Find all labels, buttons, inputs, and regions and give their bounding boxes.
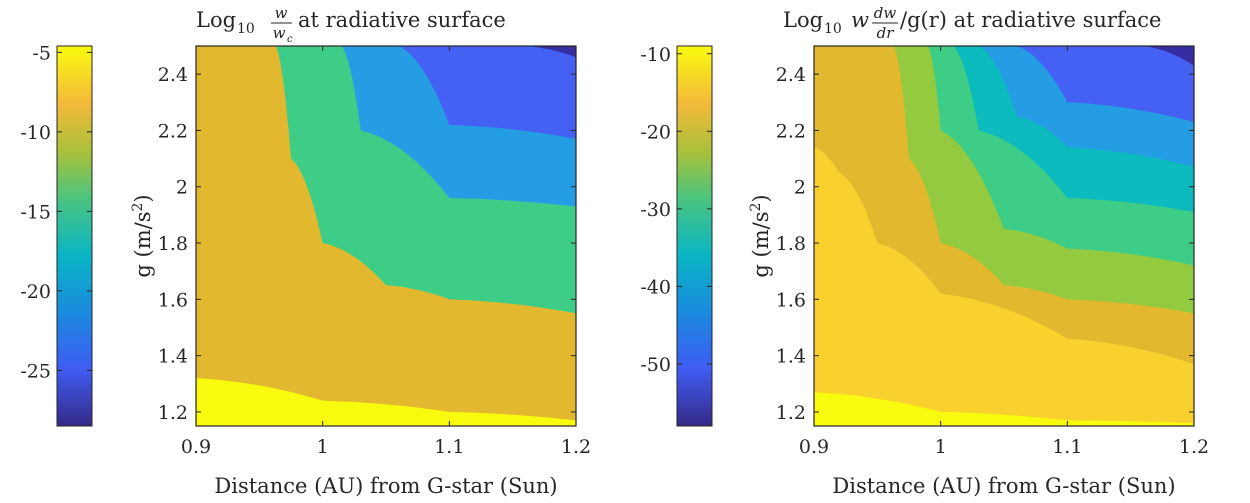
x-tick-label: 1.1 [1052,436,1082,458]
y-tick-label: 2.2 [776,120,806,142]
y-tick-label: 1.8 [158,233,188,255]
right-title: Log 10 w dw dr /g(r) at radiative surfac… [783,4,1161,42]
left-colorbar-ticks: -5 -10 -15 -20 -25 [20,42,92,382]
left-contour-plot [196,46,576,426]
left-title-frac-num: w [275,4,288,22]
colorbar-tick-label: -20 [640,121,671,143]
left-title-tail: at radiative surface [298,8,506,32]
colorbar-tick-label: -5 [32,42,51,64]
colorbar-tick-label: -30 [640,199,671,221]
contour-band [814,147,1194,426]
right-title-frac-num: dw [874,4,897,22]
left-title-frac-den: w [273,24,286,42]
right-title-lead: Log [783,8,823,32]
colorbar-tick-label: -50 [640,354,671,376]
right-title-frac-den: dr [877,24,895,42]
left-panel: -5 -10 -15 -20 -25 Log 10 w w c at radiative… [20,4,591,498]
y-tick-label: 1.4 [158,346,188,368]
left-x-axis-label: Distance (AU) from G-star (Sun) [214,474,557,498]
right-title-sub: 10 [824,21,842,37]
x-tick-label: 1.2 [1179,436,1209,458]
colorbar-tick-label: -25 [20,360,51,382]
left-colorbar [56,45,93,427]
right-colorbar-ticks: -10 -20 -30 -40 -50 [640,44,712,376]
colorbar-tick-label: -10 [20,122,51,144]
y-tick-label: 1.2 [776,402,806,424]
x-tick-label: 0.9 [799,436,829,458]
contour-band [196,46,576,426]
y-tick-label: 2 [176,177,188,199]
y-tick-label: 2 [794,177,806,199]
x-tick-label: 1.1 [434,436,464,458]
y-tick-label: 1.4 [776,346,806,368]
left-axis-ticks: 0.9 1 1.1 1.2 1.2 1.4 1.6 1.8 2 2.2 2.4 [158,46,591,458]
left-title-lead: Log [196,8,236,32]
left-y-axis-label: g (m/s2) [130,194,155,277]
y-tick-label: 2.4 [776,64,806,86]
x-tick-label: 1 [317,436,329,458]
y-tick-label: 1.6 [776,289,806,311]
y-tick-label: 1.6 [158,289,188,311]
x-tick-label: 1.2 [561,436,591,458]
left-title-frac-den-sub: c [287,34,293,45]
right-axes-box [813,45,1195,427]
right-axis-ticks: 0.9 1 1.1 1.2 1.2 1.4 1.6 1.8 2 2.2 2.4 [776,46,1209,458]
y-tick-label: 1.8 [776,233,806,255]
y-tick-label: 2.4 [158,64,188,86]
left-title: Log 10 w w c at radiative surface [196,4,506,45]
colorbar-tick-label: -20 [20,281,51,303]
x-tick-label: 0.9 [181,436,211,458]
colorbar-tick-label: -10 [640,44,671,66]
x-tick-label: 1 [935,436,947,458]
right-panel: -10 -20 -30 -40 -50 Log 10 w dw dr /g(r) at … [640,4,1209,498]
contour-band [814,392,1194,426]
y-tick-label: 1.2 [158,402,188,424]
left-axes-box [195,45,577,427]
right-y-axis-label: g (m/s2) [748,194,773,277]
y-tick-label: 2.2 [158,120,188,142]
right-title-tail: /g(r) at radiative surface [900,8,1161,32]
right-contour-plot [814,46,1194,426]
colorbar-tick-label: -40 [640,276,671,298]
contour-band [196,378,576,426]
left-title-sub: 10 [237,21,255,37]
right-title-w: w [851,8,869,32]
colorbar-tick-label: -15 [20,201,51,223]
right-x-axis-label: Distance (AU) from G-star (Sun) [832,474,1175,498]
right-colorbar [676,45,713,427]
